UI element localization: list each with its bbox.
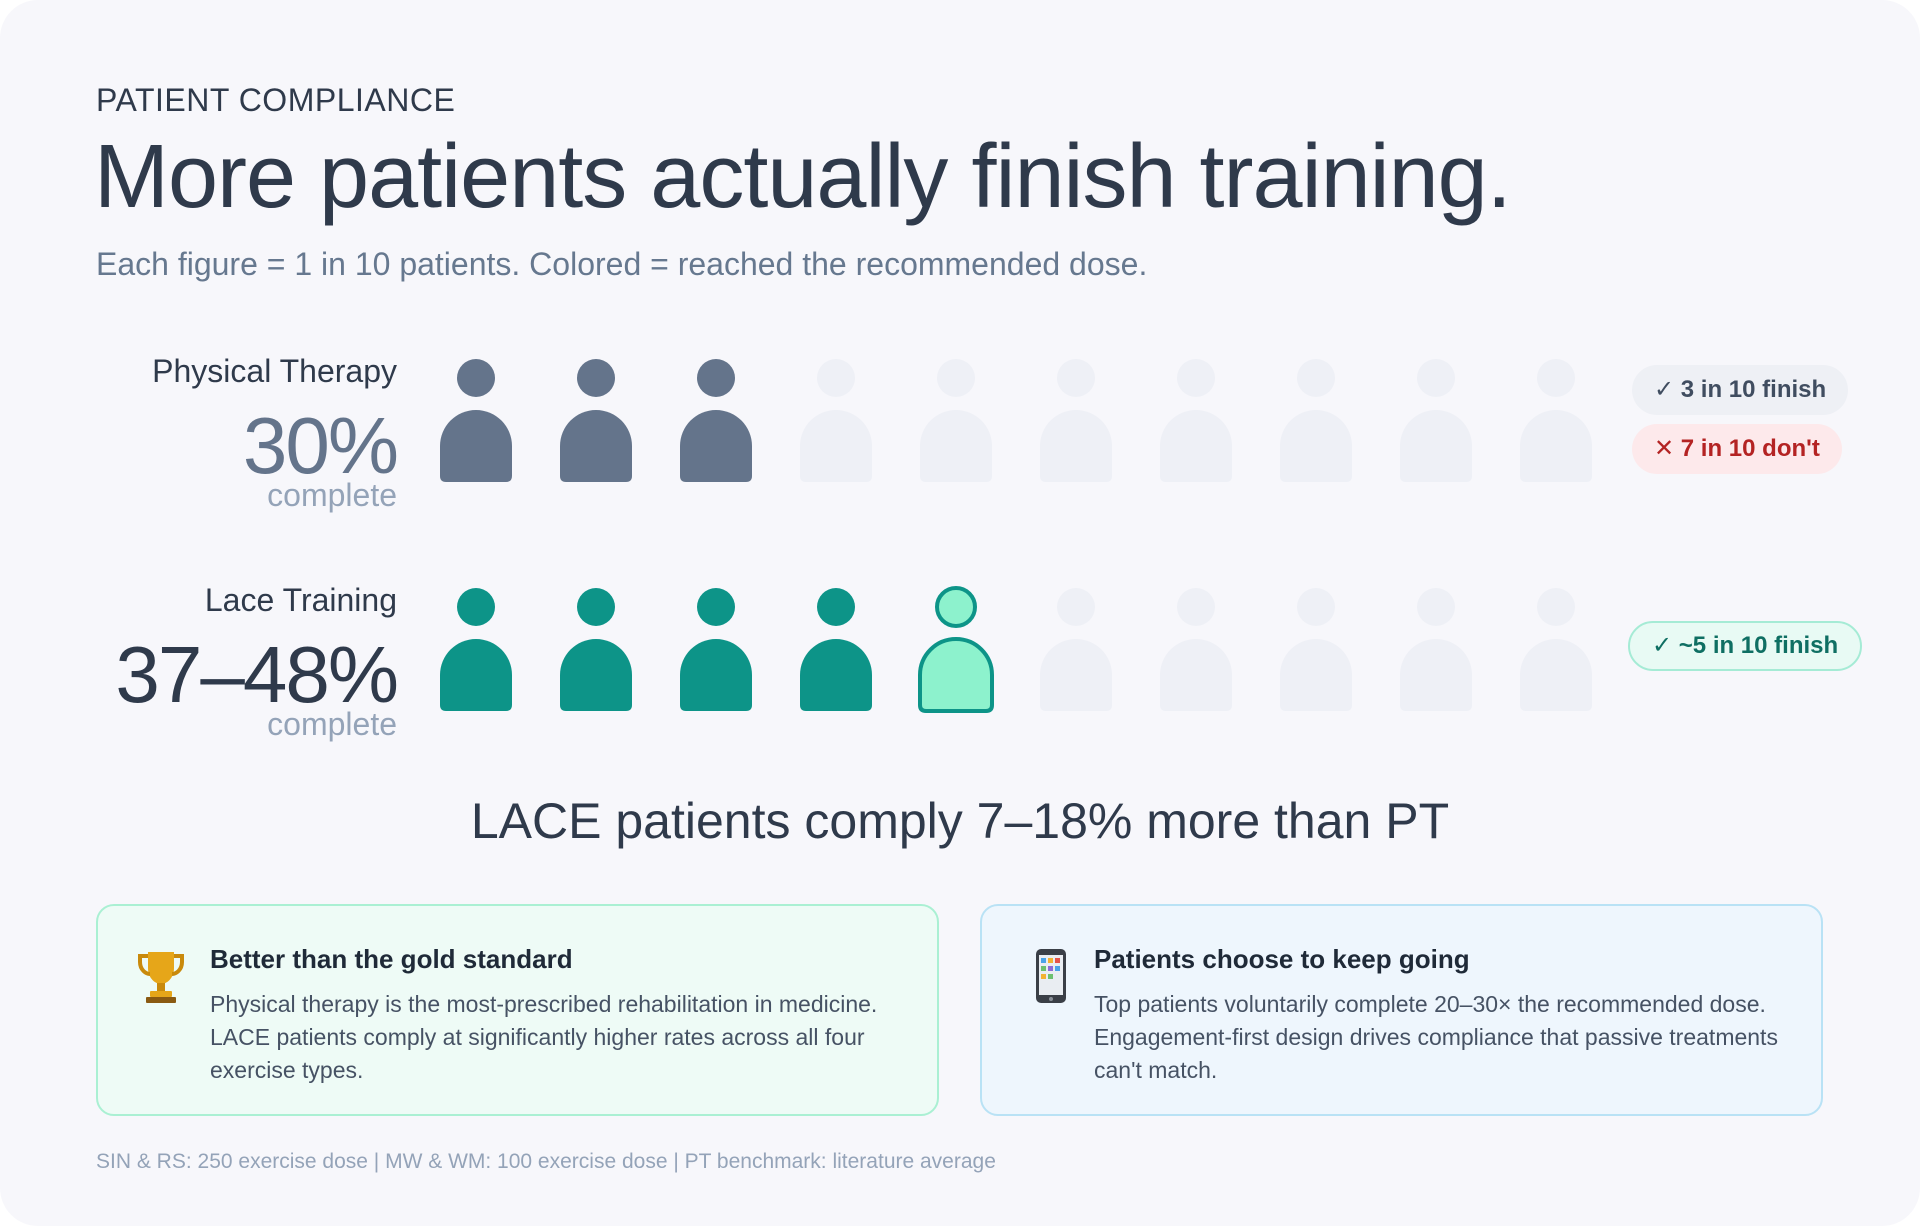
panel-title: Better than the gold standard — [210, 944, 573, 974]
check-icon: ✓ — [1652, 632, 1673, 659]
person-figure-empty — [1160, 359, 1232, 482]
mobile-phone-icon — [1036, 949, 1066, 1003]
panel-title: Patients choose to keep going — [1094, 944, 1470, 974]
series-value-pt: 30% — [242, 401, 399, 490]
person-figure-empty — [1520, 359, 1592, 482]
series-unit-lace: complete — [267, 706, 397, 742]
person-figure-empty — [1400, 588, 1472, 711]
person-figure-empty — [1280, 359, 1352, 482]
pictogram-row-lace — [440, 586, 1592, 713]
series-value-lace: 37–48% — [115, 630, 399, 719]
pictogram-row-pt — [440, 359, 1592, 482]
badge-text: 7 in 10 don't — [1680, 435, 1820, 462]
person-figure-filled — [680, 359, 752, 482]
panel-body: Top patients voluntarily complete 20–30×… — [1094, 991, 1778, 1083]
badge-pt-dropout: ✕ 7 in 10 don't — [1632, 424, 1842, 474]
footnote: SIN & RS: 250 exercise dose | MW & WM: 1… — [96, 1150, 996, 1173]
badge-pt-finish: ✓ 3 in 10 finish — [1632, 365, 1849, 415]
series-unit-pt: complete — [267, 477, 397, 513]
person-figure-filled — [560, 588, 632, 711]
check-icon: ✓ — [1654, 376, 1675, 403]
cross-icon: ✕ — [1654, 435, 1675, 462]
comparison-callout: LACE patients comply 7–18% more than PT — [470, 793, 1450, 849]
person-figure-empty — [1040, 359, 1112, 482]
badge-text: 3 in 10 finish — [1680, 376, 1827, 403]
person-figure-filled — [560, 359, 632, 482]
person-figure-empty — [800, 359, 872, 482]
panel-body: Physical therapy is the most-prescribed … — [210, 991, 878, 1083]
info-panel-keep-going: Patients choose to keep going Top patien… — [980, 904, 1823, 1116]
person-figure-empty — [1520, 588, 1592, 711]
person-figure-empty — [920, 359, 992, 482]
eyebrow-label: PATIENT COMPLIANCE — [96, 82, 456, 118]
badge-text: ~5 in 10 finish — [1678, 632, 1839, 659]
page-subtitle: Each figure = 1 in 10 patients. Colored … — [96, 246, 1148, 282]
info-panel-gold-standard: Better than the gold standard Physical t… — [96, 904, 939, 1116]
badge-lace-finish: ✓ ~5 in 10 finish — [1628, 621, 1863, 671]
person-figure-filled — [440, 359, 512, 482]
person-figure-filled — [800, 588, 872, 711]
trophy-icon — [138, 952, 184, 1003]
series-label-lace: Lace Training — [204, 582, 397, 618]
page-title: More patients actually finish training. — [94, 127, 1512, 227]
person-figure-empty — [1160, 588, 1232, 711]
person-figure-filled — [440, 588, 512, 711]
series-label-pt: Physical Therapy — [152, 353, 397, 389]
person-figure-empty — [1280, 588, 1352, 711]
person-figure-partial — [918, 586, 994, 713]
person-figure-filled — [680, 588, 752, 711]
person-figure-empty — [1040, 588, 1112, 711]
person-figure-empty — [1400, 359, 1472, 482]
